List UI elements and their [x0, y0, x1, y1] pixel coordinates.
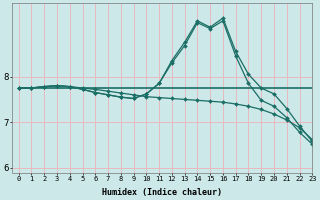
- X-axis label: Humidex (Indice chaleur): Humidex (Indice chaleur): [102, 188, 222, 197]
